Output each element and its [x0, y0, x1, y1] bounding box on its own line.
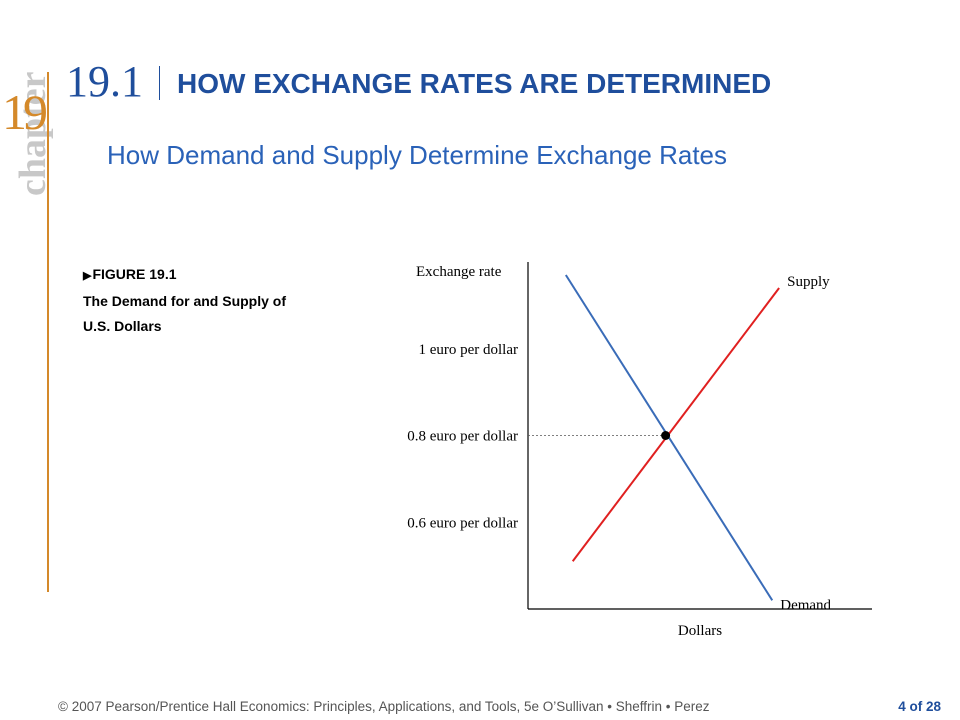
section-number: 19.1 [66, 57, 143, 106]
figure-label-row: ▶FIGURE 19.1 [83, 262, 286, 289]
figure-label: FIGURE 19.1 [92, 266, 177, 282]
section-divider [159, 66, 160, 100]
figure-caption-line-1: The Demand for and Supply of [83, 293, 287, 309]
series-line-supply [571, 287, 780, 562]
chapter-rule [47, 72, 49, 592]
section-title: HOW EXCHANGE RATES ARE DETERMINED [177, 68, 772, 99]
page-counter: 4 of 28 [898, 699, 941, 714]
footer-credits: © 2007 Pearson/Prentice Hall Economics: … [58, 699, 710, 714]
equilibrium-point [661, 431, 671, 440]
y-axis-label: Exchange rate [416, 264, 502, 280]
y-tick-label: 0.8 euro per dollar [407, 429, 518, 445]
x-axis-label: Dollars [678, 623, 722, 639]
figure-caption-line-2: U.S. Dollars [83, 318, 162, 334]
slide-subtitle: How Demand and Supply Determine Exchange… [107, 140, 728, 170]
series-label-supply: Supply [787, 274, 830, 290]
right-triangle-icon: ▶ [83, 270, 92, 282]
y-tick-label: 0.6 euro per dollar [407, 515, 518, 531]
figure-caption: ▶FIGURE 19.1 The Demand for and Supply o… [83, 262, 286, 339]
y-tick-label: 1 euro per dollar [418, 342, 518, 358]
chapter-number: 19 [2, 84, 48, 140]
series-label-demand: Demand [780, 597, 831, 613]
exchange-rate-chart: Exchange rate Dollars 1 euro per dollar 0.8… [407, 262, 872, 639]
